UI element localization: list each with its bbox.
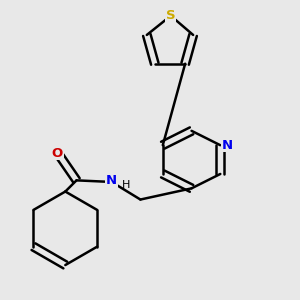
- Text: S: S: [166, 9, 175, 22]
- Text: N: N: [222, 139, 233, 152]
- Text: H: H: [122, 180, 130, 190]
- Text: N: N: [106, 174, 117, 187]
- Text: O: O: [52, 147, 63, 160]
